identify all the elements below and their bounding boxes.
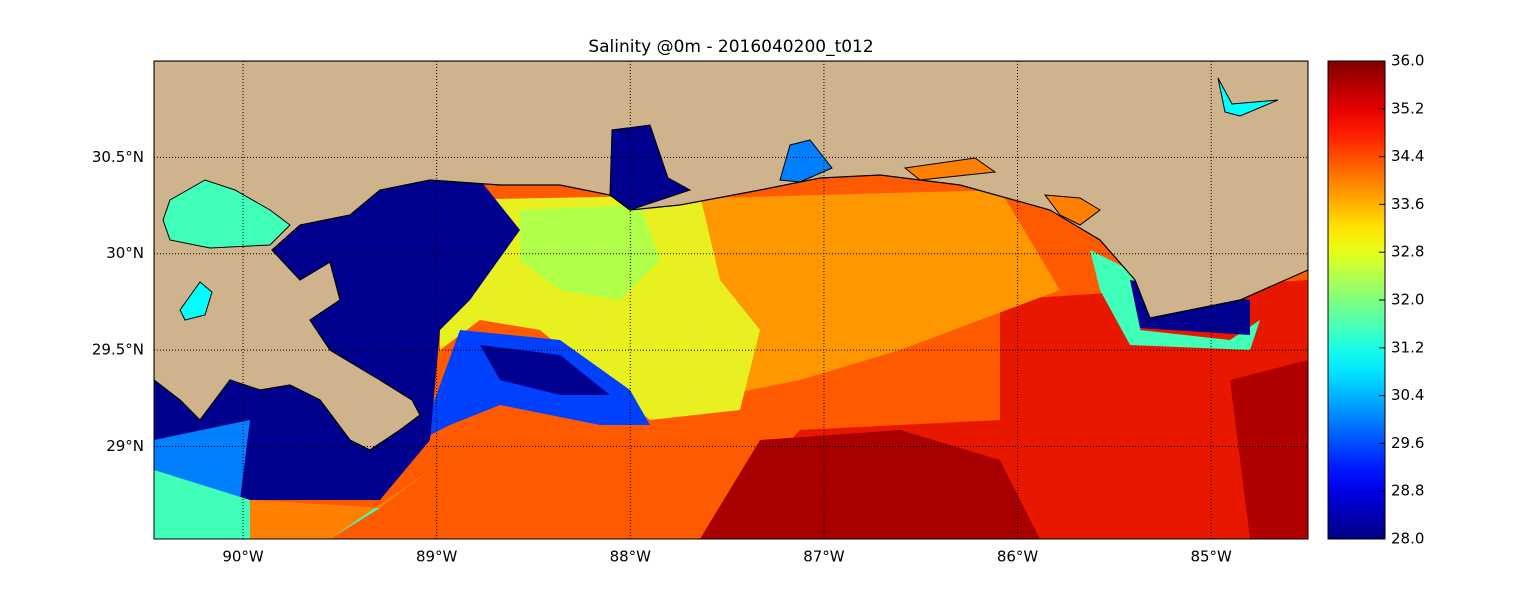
x-tick-label: 88°W [610, 548, 652, 566]
colorbar-tick-label: 29.6 [1391, 434, 1424, 452]
water-highest [700, 430, 1040, 539]
bay [1043, 194, 1101, 226]
colorbar-tick-label: 32.0 [1391, 291, 1424, 309]
x-tick-label: 85°W [1190, 548, 1232, 566]
water-mid [250, 470, 430, 539]
grid [154, 61, 1308, 539]
land [154, 61, 1308, 451]
colorbar-tick-label: 30.4 [1391, 386, 1424, 404]
colorbar-tick-label: 33.6 [1391, 195, 1424, 213]
x-tick-label: 89°W [416, 548, 458, 566]
water-highest [1230, 360, 1308, 539]
x-tick-label: 90°W [222, 548, 264, 566]
y-tick-label: 29.5°N [92, 341, 144, 359]
map-title: Salinity @0m - 2016040200_t012 [588, 37, 873, 57]
lake [179, 281, 213, 321]
water-lowest [480, 345, 610, 395]
bay [903, 157, 997, 181]
colorbar-tick-label: 28.0 [1391, 530, 1424, 548]
lake [1217, 77, 1279, 117]
colorbar-tick-label: 31.2 [1391, 338, 1424, 356]
lake [162, 179, 291, 249]
colorbar-tick-label: 32.8 [1391, 243, 1424, 261]
y-tick-label: 30°N [106, 244, 144, 262]
x-tick-label: 87°W [803, 548, 845, 566]
salinity-field [154, 61, 1308, 539]
x-tick-label: 86°W [997, 548, 1039, 566]
bay [609, 124, 692, 211]
water-plume [520, 205, 660, 300]
colorbar-tick-label: 34.4 [1391, 147, 1424, 165]
colorbar-tick-label: 35.2 [1391, 99, 1424, 117]
colorbar [1327, 60, 1386, 540]
map-frame [153, 60, 1309, 540]
y-tick-label: 29°N [106, 437, 144, 455]
bay [779, 139, 833, 183]
y-tick-label: 30.5°N [92, 148, 144, 166]
colorbar-tick-label: 28.8 [1391, 482, 1424, 500]
colorbar-tick-label: 36.0 [1391, 52, 1424, 70]
